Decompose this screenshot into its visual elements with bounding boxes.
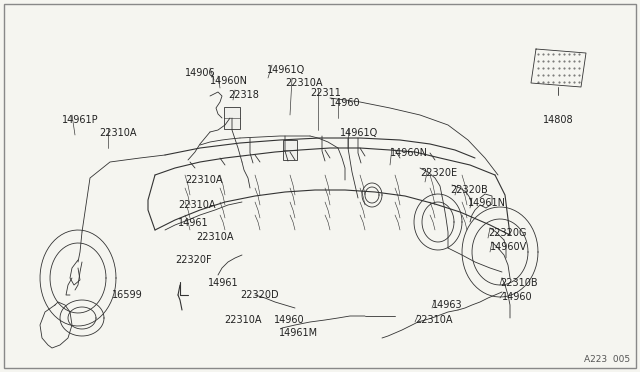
- Bar: [224, 107, 240, 129]
- Text: 22320G: 22320G: [488, 228, 527, 238]
- Text: 16599: 16599: [112, 290, 143, 300]
- Text: 14961: 14961: [208, 278, 239, 288]
- Text: A223  005: A223 005: [584, 355, 630, 364]
- Text: 14960: 14960: [502, 292, 532, 302]
- Text: 14961Q: 14961Q: [267, 65, 305, 75]
- Text: 22310A: 22310A: [185, 175, 223, 185]
- Text: 22320B: 22320B: [450, 185, 488, 195]
- Text: 22310A: 22310A: [196, 232, 234, 242]
- Text: 22310A: 22310A: [224, 315, 262, 325]
- Text: 14960N: 14960N: [390, 148, 428, 158]
- Text: 14961M: 14961M: [279, 328, 318, 338]
- Text: 14961: 14961: [178, 218, 209, 228]
- Text: 22310A: 22310A: [415, 315, 452, 325]
- Bar: [283, 140, 297, 160]
- Text: 14808: 14808: [543, 115, 573, 125]
- Text: 22318: 22318: [228, 90, 259, 100]
- Text: 22320D: 22320D: [240, 290, 278, 300]
- Text: 22310A: 22310A: [285, 78, 323, 88]
- Text: 22310A: 22310A: [99, 128, 136, 138]
- Text: 14960V: 14960V: [490, 242, 527, 252]
- Text: 14961N: 14961N: [468, 198, 506, 208]
- Text: 14961Q: 14961Q: [340, 128, 378, 138]
- Text: 22311: 22311: [310, 88, 341, 98]
- Text: 22320E: 22320E: [420, 168, 457, 178]
- Text: 14963: 14963: [432, 300, 463, 310]
- Text: 22320F: 22320F: [175, 255, 212, 265]
- Text: 22310A: 22310A: [178, 200, 216, 210]
- Text: 14960: 14960: [274, 315, 305, 325]
- Text: 14960N: 14960N: [210, 76, 248, 86]
- Text: 14960: 14960: [330, 98, 360, 108]
- Text: 14906: 14906: [185, 68, 216, 78]
- Text: 22310B: 22310B: [500, 278, 538, 288]
- Text: 14961P: 14961P: [62, 115, 99, 125]
